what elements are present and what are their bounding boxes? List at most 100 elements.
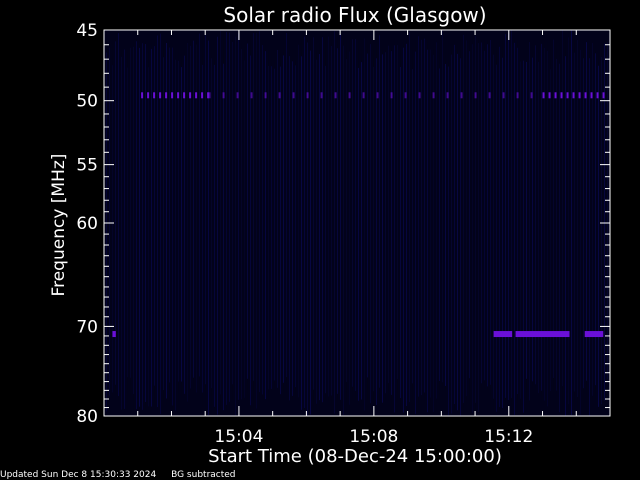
noise-stripe <box>340 34 341 400</box>
noise-stripe <box>415 51 416 414</box>
noise-stripe <box>187 42 188 402</box>
noise-stripe <box>196 44 197 393</box>
emission-band-segment <box>446 92 449 99</box>
noise-stripe <box>523 60 524 413</box>
noise-stripe <box>595 53 596 386</box>
noise-stripe <box>388 45 389 383</box>
noise-stripe <box>394 45 395 413</box>
noise-stripe <box>607 42 608 380</box>
noise-stripe <box>490 40 491 385</box>
noise-stripe <box>598 65 599 407</box>
emission-band-segment <box>530 92 533 99</box>
noise-stripe <box>553 39 554 379</box>
noise-stripe <box>226 32 227 405</box>
noise-stripe <box>436 42 437 399</box>
emission-band-segment <box>208 92 211 99</box>
emission-band-segment <box>183 92 186 99</box>
emission-band-segment <box>201 92 204 99</box>
noise-stripe <box>274 68 275 381</box>
emission-band-segment <box>590 92 593 99</box>
noise-stripe <box>214 64 215 407</box>
noise-stripe <box>535 45 536 385</box>
noise-stripe <box>307 42 308 416</box>
emission-band-segment <box>306 92 309 99</box>
noise-stripe <box>463 34 464 403</box>
noise-stripe <box>544 47 545 401</box>
noise-stripe <box>391 51 392 395</box>
noise-stripe <box>559 63 560 413</box>
emission-band-segment <box>236 92 239 99</box>
noise-stripe <box>142 43 143 410</box>
noise-stripe <box>397 45 398 380</box>
emission-band-segment <box>334 92 337 99</box>
noise-stripe <box>295 65 296 388</box>
noise-stripe <box>412 69 413 384</box>
x-tick-label: 15:08 <box>349 427 398 447</box>
noise-stripe <box>289 56 290 401</box>
noise-stripe <box>379 35 380 388</box>
noise-stripe <box>154 46 155 386</box>
emission-band-segment <box>460 92 463 99</box>
emission-band-segment <box>348 92 351 99</box>
emission-band-segment <box>376 92 379 99</box>
noise-stripe <box>418 36 419 397</box>
noise-stripe <box>460 58 461 416</box>
noise-stripe <box>550 69 551 392</box>
noise-stripe <box>433 54 434 413</box>
noise-stripe <box>136 41 137 410</box>
noise-stripe <box>586 42 587 381</box>
noise-stripe <box>568 37 569 405</box>
emission-band-segment <box>418 92 421 99</box>
noise-stripe <box>319 53 320 401</box>
noise-stripe <box>526 61 527 379</box>
noise-stripe <box>502 57 503 408</box>
noise-stripe <box>382 54 383 403</box>
noise-stripe <box>220 30 221 395</box>
noise-stripe <box>268 65 269 390</box>
noise-stripe <box>238 33 239 400</box>
noise-stripe <box>277 49 278 388</box>
noise-stripe <box>217 36 218 415</box>
noise-stripe <box>532 57 533 382</box>
noise-stripe <box>145 44 146 402</box>
y-tick-label: 60 <box>76 214 98 234</box>
noise-stripe <box>235 36 236 416</box>
emission-band-segment <box>474 92 477 99</box>
background-note: BG subtracted <box>171 470 236 480</box>
emission-band-segment <box>542 92 545 99</box>
noise-stripe <box>583 58 584 389</box>
emission-band-segment <box>432 92 435 99</box>
noise-stripe <box>421 39 422 396</box>
emission-band-segment <box>189 92 192 99</box>
noise-stripe <box>400 66 401 399</box>
emission-band-segment <box>578 92 581 99</box>
noise-stripe <box>184 55 185 394</box>
noise-stripe <box>337 48 338 394</box>
noise-stripe <box>301 56 302 410</box>
updated-timestamp: Updated Sun Dec 8 15:30:33 2024 <box>0 470 157 480</box>
noise-stripe <box>166 42 167 399</box>
emission-band-segment <box>572 92 575 99</box>
noise-stripe <box>292 61 293 396</box>
noise-stripe <box>250 55 251 406</box>
noise-stripe <box>331 46 332 396</box>
emission-band-segment <box>502 92 505 99</box>
noise-stripe <box>283 55 284 383</box>
noise-stripe <box>199 33 200 377</box>
emission-band-segment <box>560 92 563 99</box>
noise-stripe <box>328 36 329 397</box>
emission-band <box>493 331 513 338</box>
noise-stripe <box>352 39 353 387</box>
noise-stripe <box>472 44 473 413</box>
noise-stripe <box>193 40 194 378</box>
noise-stripe <box>244 60 245 398</box>
noise-stripe <box>205 35 206 385</box>
noise-stripe <box>571 30 572 416</box>
noise-stripe <box>208 40 209 416</box>
emission-band-segment <box>548 92 551 99</box>
emission-band-segment <box>404 92 407 99</box>
noise-stripe <box>445 63 446 386</box>
noise-stripe <box>529 42 530 401</box>
noise-stripe <box>547 50 548 407</box>
noise-stripe <box>385 52 386 394</box>
